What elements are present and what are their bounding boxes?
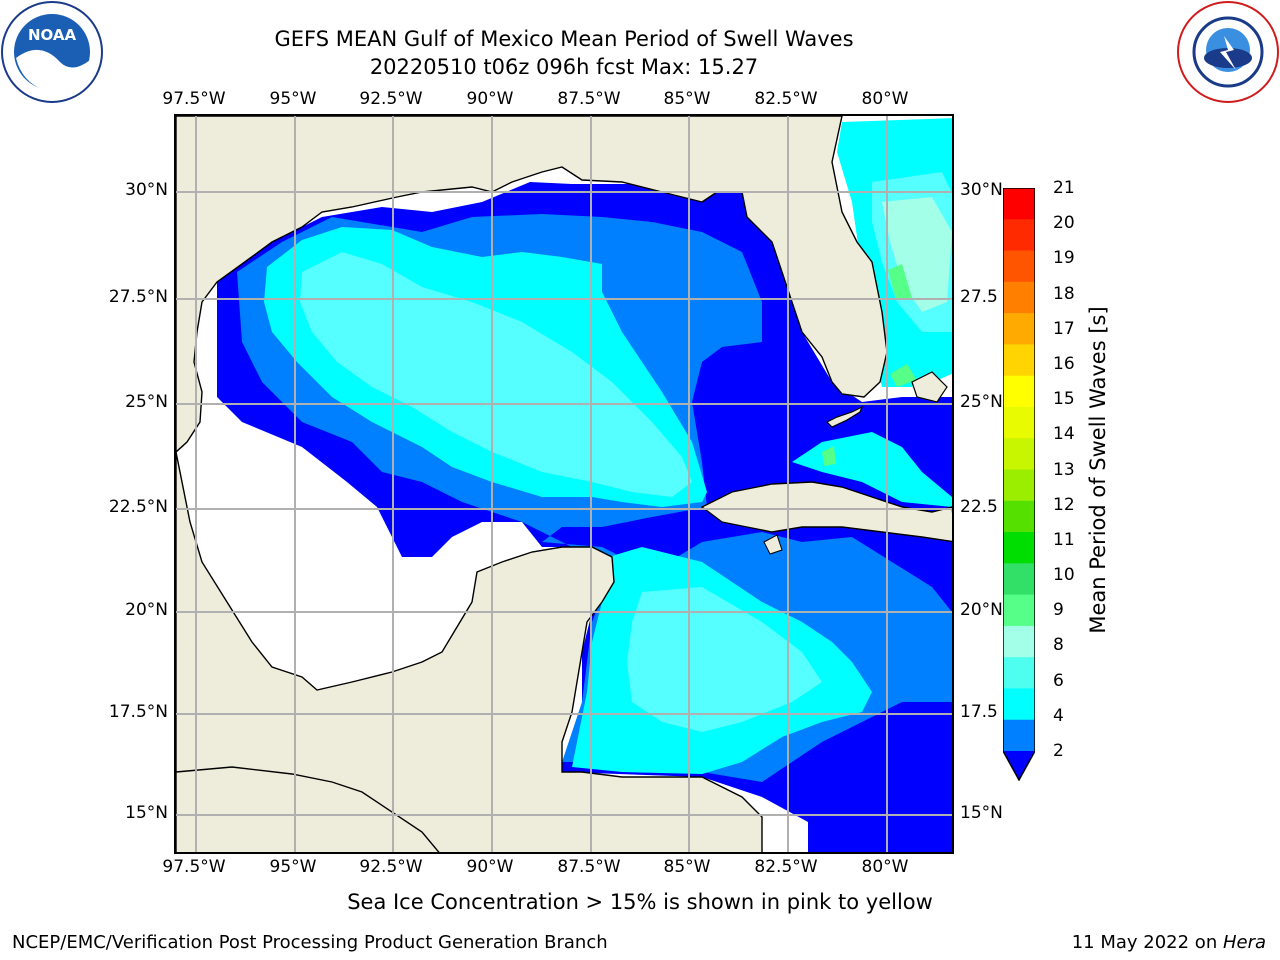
latitude-tick-right: 27.5 <box>960 287 998 307</box>
colorbar-frame <box>1003 188 1035 781</box>
longitude-tick-bottom: 80°W <box>861 857 909 877</box>
colorbar-swatch <box>1003 438 1035 470</box>
colorbar-swatch <box>1003 500 1035 533</box>
colorbar-tick-label: 12 <box>1053 494 1075 515</box>
colorbar-swatch <box>1003 250 1035 283</box>
noaa-logo-icon: NOAA <box>1 1 103 103</box>
host-name: Hera <box>1222 932 1266 953</box>
longitude-tick-bottom: 92.5°W <box>359 857 423 877</box>
noaa-logo-text: NOAA <box>28 26 77 44</box>
longitude-tick-bottom: 97.5°W <box>162 857 226 877</box>
swell-band-9-10 <box>882 197 952 312</box>
longitude-tick-top: 82.5°W <box>754 89 818 109</box>
land-usa <box>176 116 888 453</box>
colorbar-swatch <box>1003 188 1035 220</box>
colorbar-swatch <box>1003 657 1035 689</box>
colorbar-tick-label: 9 <box>1053 600 1064 621</box>
latitude-tick-left: 27.5°N <box>108 287 168 307</box>
longitude-tick-top: 92.5°W <box>359 89 423 109</box>
colorbar-swatch <box>1003 344 1035 377</box>
latitude-tick-left: 25°N <box>125 392 168 412</box>
latitude-tick-left: 20°N <box>125 600 168 620</box>
colorbar-swatch <box>1003 469 1035 502</box>
colorbar-tick-label: 16 <box>1053 353 1075 374</box>
colorbar-tick-label: 4 <box>1053 705 1064 726</box>
colorbar-swatch <box>1003 594 1035 627</box>
swell-band-10-11 <box>822 264 917 466</box>
swell-period-map <box>176 116 952 852</box>
longitude-tick-bottom: 95°W <box>269 857 317 877</box>
colorbar-tick-label: 17 <box>1053 318 1075 339</box>
longitude-tick-top: 90°W <box>466 89 514 109</box>
land-mexico <box>176 451 763 852</box>
longitude-tick-top: 95°W <box>269 89 317 109</box>
colorbar-tick-label: 2 <box>1053 741 1064 761</box>
longitude-tick-top: 87.5°W <box>557 89 621 109</box>
latitude-tick-left: 15°N <box>125 803 168 823</box>
colorbar-tick-label: 8 <box>1053 635 1064 656</box>
colorbar-tick-label: 11 <box>1053 529 1075 550</box>
sea-ice-note: Sea Ice Concentration > 15% is shown in … <box>347 890 933 914</box>
colorbar-tick-label: 13 <box>1053 459 1075 480</box>
land-yucatan-islands <box>763 534 783 555</box>
colorbar-tick-label: 10 <box>1053 565 1075 586</box>
colorbar-swatch <box>1003 563 1035 596</box>
chart-title: GEFS MEAN Gulf of Mexico Mean Period of … <box>274 27 854 51</box>
colorbar-tick-label: 18 <box>1053 283 1075 304</box>
land-bahamas <box>911 371 948 403</box>
latitude-tick-left: 22.5°N <box>108 497 168 517</box>
colorbar-swatch <box>1003 688 1035 721</box>
latitude-tick-right: 25°N <box>960 392 1003 412</box>
colorbar-swatch <box>1003 375 1035 408</box>
colorbar <box>1003 188 1035 781</box>
colorbar-swatch <box>1003 406 1035 439</box>
date-stamp: 11 May 2022 on Hera <box>1072 932 1266 953</box>
land-cuba <box>700 481 952 543</box>
latitude-tick-right: 15°N <box>960 803 1003 823</box>
colorbar-title: Mean Period of Swell Waves [s] <box>1086 306 1110 634</box>
longitude-tick-bottom: 90°W <box>466 857 514 877</box>
colorbar-tick-label: 19 <box>1053 248 1075 269</box>
colorbar-swatch <box>1003 719 1035 752</box>
latitude-tick-right: 22.5 <box>960 497 998 517</box>
nws-logo-icon <box>1177 1 1279 103</box>
swell-band-8-9 <box>300 172 952 732</box>
colorbar-tick-label: 20 <box>1053 213 1075 234</box>
colorbar-tick-label: 14 <box>1053 424 1075 445</box>
longitude-tick-bottom: 85°W <box>663 857 711 877</box>
colorbar-swatch <box>1003 313 1035 345</box>
latitude-tick-right: 17.5 <box>960 702 998 722</box>
colorbar-tick-label: 21 <box>1053 178 1075 198</box>
latitude-tick-left: 17.5°N <box>108 702 168 722</box>
date-text: 11 May 2022 on <box>1071 932 1223 953</box>
latitude-tick-right: 20°N <box>960 600 1003 620</box>
chart-subtitle: 20220510 t06z 096h fcst Max: 15.27 <box>369 55 759 79</box>
colorbar-swatch <box>1003 625 1035 658</box>
latitude-tick-right: 30°N <box>960 180 1003 200</box>
latitude-tick-left: 30°N <box>125 180 168 200</box>
colorbar-swatch <box>1003 219 1035 252</box>
graticule <box>176 116 952 852</box>
map-panel <box>174 114 954 854</box>
colorbar-swatch <box>1003 532 1035 564</box>
longitude-tick-top: 85°W <box>663 89 711 109</box>
colorbar-swatch <box>1003 281 1035 314</box>
longitude-tick-top: 97.5°W <box>162 89 226 109</box>
colorbar-tick-label: 6 <box>1053 670 1064 691</box>
colorbar-tick-label: 15 <box>1053 389 1075 410</box>
credit-text: NCEP/EMC/Verification Post Processing Pr… <box>12 932 608 953</box>
colorbar-extend-arrow <box>1003 751 1035 780</box>
longitude-tick-bottom: 82.5°W <box>754 857 818 877</box>
longitude-tick-bottom: 87.5°W <box>557 857 621 877</box>
longitude-tick-top: 80°W <box>861 89 909 109</box>
land-florida-keys <box>825 405 864 428</box>
